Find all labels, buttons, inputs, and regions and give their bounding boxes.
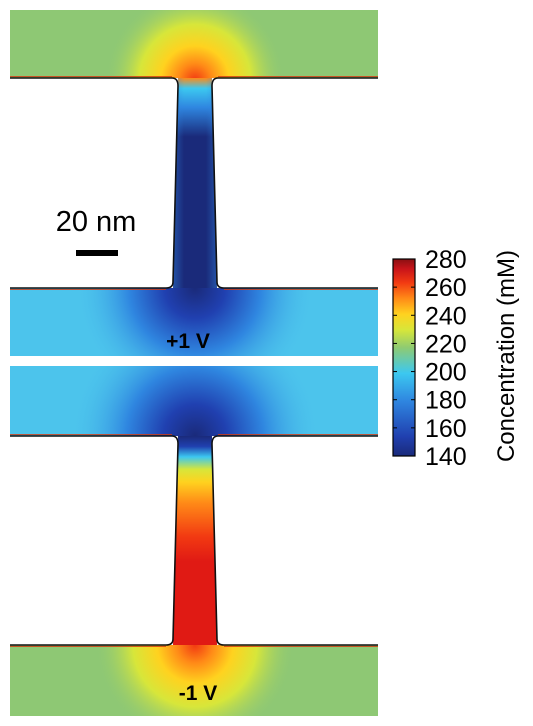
scale-bar-line xyxy=(76,250,118,256)
colorbar-gradient xyxy=(392,258,416,457)
membrane-walls-bottom xyxy=(10,435,378,646)
upper-reservoir-bottom xyxy=(10,366,378,436)
nanopore-channel-top xyxy=(173,78,217,288)
colorbar-tick-label: 280 xyxy=(425,246,467,274)
colorbar-tick-label: 200 xyxy=(425,359,467,387)
colorbar-tick-label: 160 xyxy=(425,415,467,443)
colorbar-tick-label: 220 xyxy=(425,330,467,358)
lower-reservoir-top xyxy=(10,288,378,356)
colorbar-tick-label: 260 xyxy=(425,274,467,302)
upper-reservoir-top xyxy=(10,10,378,78)
panel-positive-bias: +1 V xyxy=(10,10,378,356)
colorbar-title: Concentration (mM) xyxy=(493,250,520,462)
membrane-walls-top xyxy=(10,77,378,289)
colorbar-tick-label: 180 xyxy=(425,387,467,415)
nanopore-channel-bottom xyxy=(173,436,217,645)
scale-bar-label: 20 nm xyxy=(56,206,137,238)
voltage-label-positive: +1 V xyxy=(166,330,210,353)
scale-bar: 20 nm xyxy=(56,206,137,256)
panel-negative-bias: -1 V xyxy=(10,366,378,716)
colorbar-tick-label: 240 xyxy=(425,302,467,330)
colorbar-tick-label: 140 xyxy=(425,443,467,471)
lower-reservoir-bottom xyxy=(10,645,378,716)
voltage-label-negative: -1 V xyxy=(179,682,218,705)
